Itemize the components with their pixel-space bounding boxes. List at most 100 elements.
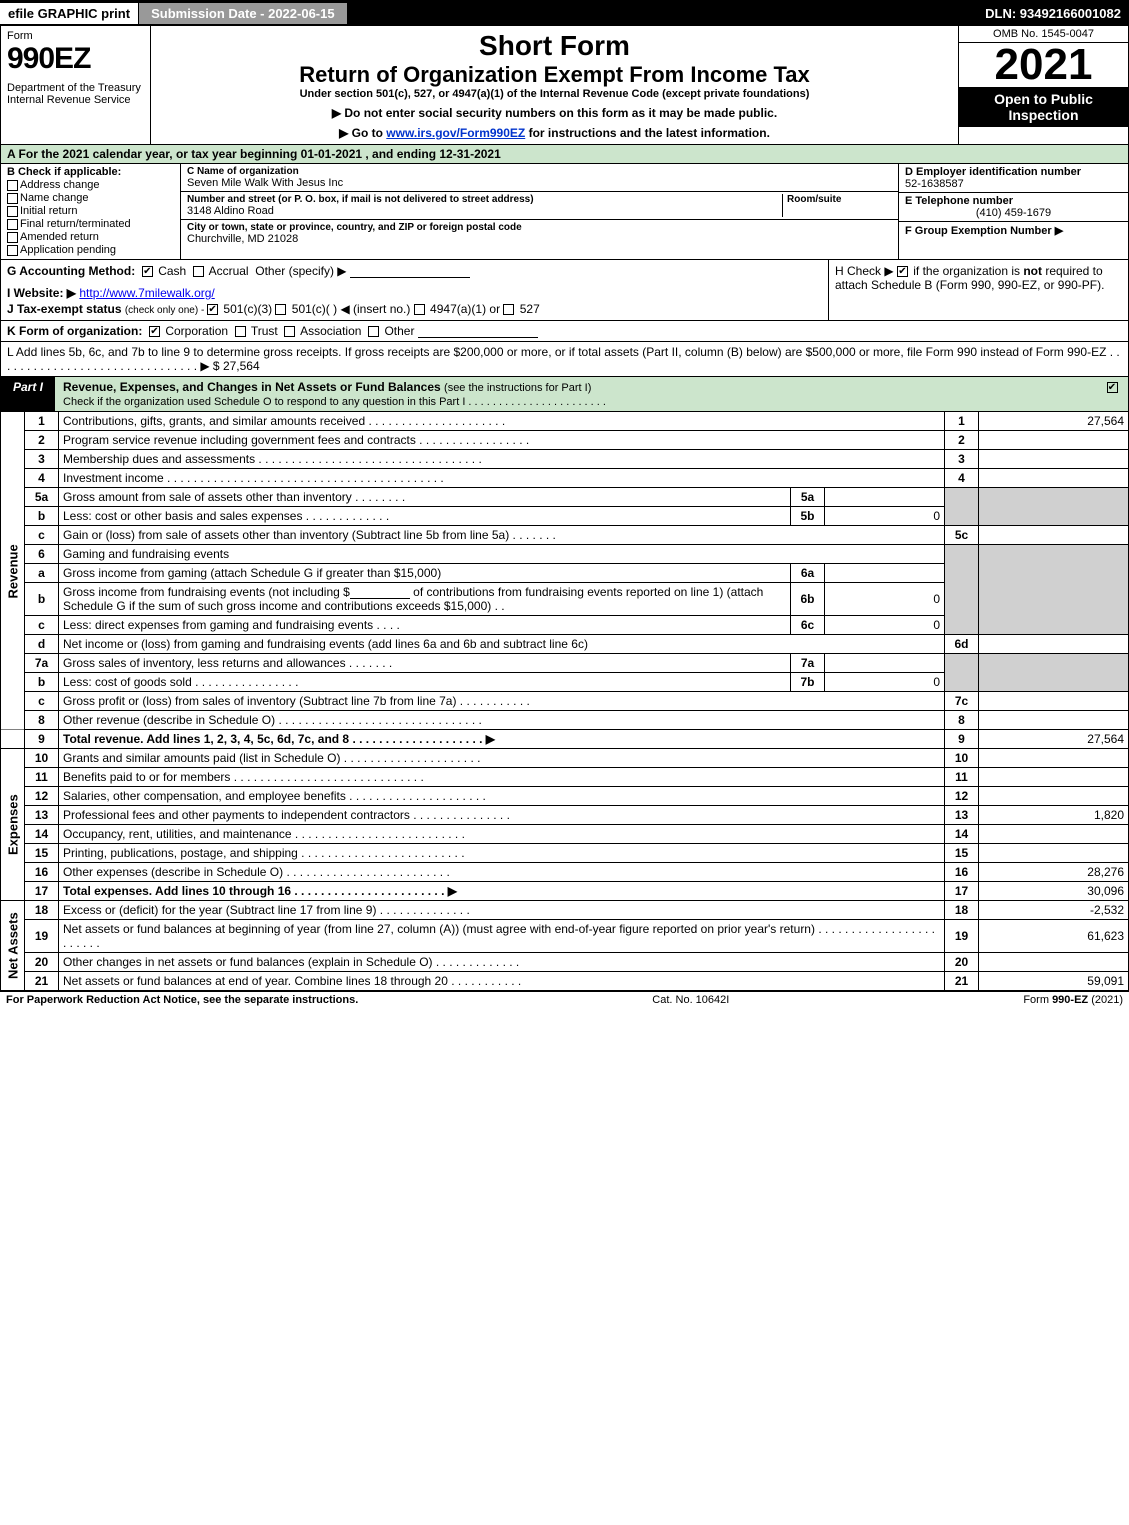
table-row: 12 Salaries, other compensation, and emp… <box>1 787 1129 806</box>
chk-4947a1[interactable] <box>414 304 425 315</box>
amt-line-19: 61,623 <box>979 920 1129 953</box>
part-1-check-line: Check if the organization used Schedule … <box>63 396 606 408</box>
org-other-input[interactable] <box>418 324 538 338</box>
c-city-label: City or town, state or province, country… <box>187 222 892 233</box>
chk-initial-return[interactable]: Initial return <box>7 205 174 217</box>
goto-line: ▶ Go to www.irs.gov/Form990EZ for instru… <box>159 126 950 140</box>
return-title: Return of Organization Exempt From Incom… <box>159 62 950 88</box>
section-g: G Accounting Method: Cash Accrual Other … <box>1 260 828 320</box>
chk-amended-return[interactable]: Amended return <box>7 231 174 243</box>
chk-schedule-b-not-required[interactable] <box>897 266 908 277</box>
chk-application-pending[interactable]: Application pending <box>7 244 174 256</box>
form-word: Form <box>7 30 144 42</box>
chk-schedule-o-used[interactable] <box>1107 382 1118 393</box>
amt-line-10 <box>979 749 1129 768</box>
chk-other-org[interactable] <box>368 326 379 337</box>
part-1-tag: Part I <box>1 377 55 411</box>
chk-name-change[interactable]: Name change <box>7 192 174 204</box>
val-7b: 0 <box>825 673 945 692</box>
contrib-amount-input[interactable] <box>350 585 410 599</box>
chk-527[interactable] <box>503 304 514 315</box>
short-form-title: Short Form <box>159 30 950 62</box>
amt-line-8 <box>979 711 1129 730</box>
org-name: Seven Mile Walk With Jesus Inc <box>187 177 892 189</box>
table-row: c Gain or (loss) from sale of assets oth… <box>1 526 1129 545</box>
amt-line-18: -2,532 <box>979 901 1129 920</box>
chk-accrual[interactable] <box>193 266 204 277</box>
chk-corporation[interactable] <box>149 326 160 337</box>
part-1-header: Part I Revenue, Expenses, and Changes in… <box>0 377 1129 412</box>
dln-label: DLN: 93492166001082 <box>977 3 1129 24</box>
website-link[interactable]: http://www.7milewalk.org/ <box>79 286 214 300</box>
table-row: c Gross profit or (loss) from sales of i… <box>1 692 1129 711</box>
part-1-title: Revenue, Expenses, and Changes in Net As… <box>55 377 1098 411</box>
val-6a <box>825 564 945 583</box>
chk-association[interactable] <box>284 326 295 337</box>
amt-line-21: 59,091 <box>979 972 1129 991</box>
table-row: 5a Gross amount from sale of assets othe… <box>1 488 1129 507</box>
chk-501c3[interactable] <box>207 304 218 315</box>
table-row: 3 Membership dues and assessments . . . … <box>1 450 1129 469</box>
irs-link[interactable]: www.irs.gov/Form990EZ <box>386 126 525 140</box>
form-number: 990EZ <box>7 42 144 76</box>
section-b-label: B Check if applicable: <box>7 166 121 178</box>
val-5b: 0 <box>825 507 945 526</box>
table-row: 4 Investment income . . . . . . . . . . … <box>1 469 1129 488</box>
irs-label: Internal Revenue Service <box>7 94 144 106</box>
phone-value: (410) 459-1679 <box>905 207 1122 219</box>
amt-line-9: 27,564 <box>979 730 1129 749</box>
revenue-side-label: Revenue <box>1 412 25 730</box>
submission-date-box: Submission Date - 2022-06-15 <box>138 2 348 25</box>
val-5a <box>825 488 945 507</box>
amt-line-16: 28,276 <box>979 863 1129 882</box>
amt-line-4 <box>979 469 1129 488</box>
val-6b: 0 <box>825 583 945 616</box>
form-ref: Form 990-EZ (2021) <box>1023 994 1123 1006</box>
chk-address-change[interactable]: Address change <box>7 179 174 191</box>
group-exemption-label: F Group Exemption Number ▶ <box>905 225 1063 237</box>
accounting-other-input[interactable] <box>350 264 470 278</box>
tax-year: 2021 <box>959 43 1128 87</box>
amt-line-7c <box>979 692 1129 711</box>
amt-line-15 <box>979 844 1129 863</box>
c-name-label: C Name of organization <box>187 166 892 177</box>
expenses-side-label: Expenses <box>1 749 25 901</box>
table-row: 13 Professional fees and other payments … <box>1 806 1129 825</box>
line-a-tax-year: A For the 2021 calendar year, or tax yea… <box>0 145 1129 164</box>
room-suite-label: Room/suite <box>787 194 892 205</box>
table-row: 6 Gaming and fundraising events <box>1 545 1129 564</box>
line-l-text: L Add lines 5b, 6c, and 7b to line 9 to … <box>7 345 1120 373</box>
header-left: Form 990EZ Department of the Treasury In… <box>1 26 151 144</box>
table-row: 21 Net assets or fund balances at end of… <box>1 972 1129 991</box>
open-to-public: Open to Public Inspection <box>959 87 1128 127</box>
line-k-label: K Form of organization: <box>7 324 142 338</box>
chk-cash[interactable] <box>142 266 153 277</box>
amt-line-17: 30,096 <box>979 882 1129 901</box>
efile-print-label[interactable]: efile GRAPHIC print <box>0 3 138 24</box>
section-c: C Name of organization Seven Mile Walk W… <box>181 164 898 259</box>
chk-trust[interactable] <box>235 326 246 337</box>
table-row: Revenue 1 Contributions, gifts, grants, … <box>1 412 1129 431</box>
table-row: 11 Benefits paid to or for members . . .… <box>1 768 1129 787</box>
page-footer: For Paperwork Reduction Act Notice, see … <box>0 991 1129 1008</box>
chk-501c[interactable] <box>275 304 286 315</box>
header-right: OMB No. 1545-0047 2021 Open to Public In… <box>958 26 1128 144</box>
amt-line-14 <box>979 825 1129 844</box>
amt-line-11 <box>979 768 1129 787</box>
table-row: d Net income or (loss) from gaming and f… <box>1 635 1129 654</box>
goto-suffix: for instructions and the latest informat… <box>525 126 770 140</box>
val-7a <box>825 654 945 673</box>
phone-label: E Telephone number <box>905 195 1122 207</box>
netassets-side-label: Net Assets <box>1 901 25 991</box>
table-row: 7a Gross sales of inventory, less return… <box>1 654 1129 673</box>
amt-line-2 <box>979 431 1129 450</box>
paperwork-notice: For Paperwork Reduction Act Notice, see … <box>6 994 358 1006</box>
under-section: Under section 501(c), 527, or 4947(a)(1)… <box>159 88 950 100</box>
table-row: 15 Printing, publications, postage, and … <box>1 844 1129 863</box>
goto-prefix: ▶ Go to <box>339 126 386 140</box>
section-gh: G Accounting Method: Cash Accrual Other … <box>0 260 1129 321</box>
c-street-label: Number and street (or P. O. box, if mail… <box>187 194 782 205</box>
amt-line-1: 27,564 <box>979 412 1129 431</box>
section-b: B Check if applicable: Address change Na… <box>1 164 181 259</box>
chk-final-return[interactable]: Final return/terminated <box>7 218 174 230</box>
